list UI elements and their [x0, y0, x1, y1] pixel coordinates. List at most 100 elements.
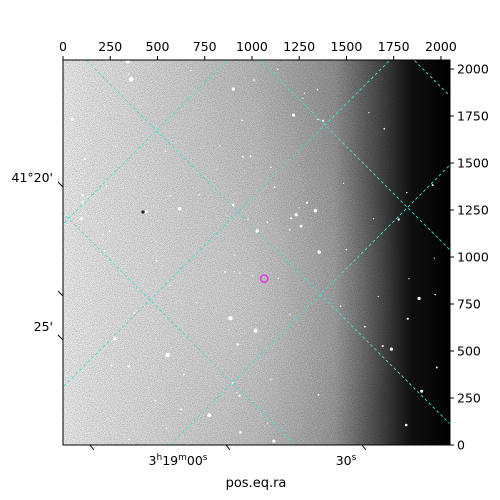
star: [383, 127, 386, 130]
star: [294, 213, 298, 217]
star: [321, 119, 325, 122]
star: [247, 218, 249, 221]
top-axis-tick-label: 1500: [331, 39, 363, 54]
star: [127, 73, 129, 75]
star: [165, 427, 167, 429]
right-axis-tick-label: 250: [457, 391, 481, 406]
star: [114, 145, 117, 147]
star: [134, 176, 136, 178]
star: [111, 339, 113, 342]
star: [266, 422, 269, 424]
star: [241, 155, 244, 158]
star: [303, 92, 306, 94]
star: [316, 88, 319, 91]
dec-tick-label-1: 25': [34, 319, 53, 334]
star: [270, 378, 272, 381]
x-axis-title: pos.eq.ra: [226, 476, 287, 491]
star: [177, 206, 182, 211]
star: [139, 262, 142, 264]
star: [249, 155, 252, 158]
star: [182, 373, 185, 376]
star: [128, 76, 134, 82]
ra-tick-label-0: 3h19m00s: [149, 453, 208, 468]
star: [406, 317, 409, 320]
star: [180, 408, 183, 411]
star: [233, 254, 236, 256]
star: [252, 275, 254, 277]
ra-grid-line: [85, 60, 450, 425]
star: [128, 438, 130, 441]
star: [228, 316, 233, 321]
star: [156, 260, 158, 262]
star: [317, 118, 319, 121]
ra-grid-line: [63, 212, 296, 445]
top-axis-tick-label: 2000: [425, 39, 457, 54]
star: [241, 119, 243, 122]
star: [270, 166, 272, 169]
pixel-axis-top: 0 250 500 750 1000 1250 1500 1750 2000: [59, 39, 457, 60]
top-axis-tick-label: 0: [59, 39, 67, 54]
star: [273, 186, 276, 189]
star: [81, 194, 84, 197]
ra-tick-label-1: 30s: [336, 453, 357, 468]
top-axis-tick-label: 1750: [378, 39, 410, 54]
pixel-axis-right: 0 250 500 750 1000 1250 1500 1750 2000: [450, 62, 489, 453]
star: [108, 230, 111, 232]
star: [404, 423, 408, 427]
sky-image: [60, 60, 450, 500]
star: [233, 270, 236, 273]
right-axis-tick-label: 2000: [457, 62, 489, 77]
star: [125, 60, 130, 64]
star: [364, 325, 366, 328]
star: [103, 250, 106, 252]
star: [87, 196, 89, 198]
coordinate-grid: [63, 60, 450, 445]
star: [397, 218, 400, 221]
star: [298, 207, 300, 209]
star: [83, 157, 87, 160]
dec-tick-label-0: 41°20': [12, 170, 54, 185]
star: [289, 313, 291, 316]
star: [67, 153, 69, 156]
star: [113, 337, 117, 341]
star: [389, 347, 393, 351]
star: [266, 221, 269, 224]
star: [313, 208, 318, 213]
star: [276, 68, 279, 71]
dec-grid-line: [169, 164, 450, 445]
star: [133, 312, 136, 315]
star: [290, 217, 293, 220]
top-axis-tick-label: 250: [98, 39, 122, 54]
star: [228, 329, 230, 331]
star: [224, 270, 227, 273]
plot-frame: [62, 59, 451, 446]
ra-axis-bottom: 3h19m00s 30s pos.eq.ra: [89, 444, 367, 491]
star: [377, 295, 379, 298]
star: [219, 145, 221, 147]
star: [236, 343, 239, 346]
top-axis-tick-label: 750: [193, 39, 217, 54]
star: [198, 194, 200, 196]
star: [434, 293, 437, 296]
star: [372, 218, 375, 220]
star: [69, 178, 72, 180]
star: [93, 114, 96, 117]
star: [231, 87, 236, 91]
star: [305, 201, 309, 204]
right-axis-tick-label: 750: [457, 297, 481, 312]
right-axis-tick-label: 1000: [457, 250, 489, 265]
star: [417, 296, 421, 301]
right-axis-tick-label: 1250: [457, 203, 489, 218]
star: [127, 365, 131, 368]
top-axis-tick-label: 500: [146, 39, 170, 54]
star: [368, 112, 370, 114]
star: [381, 344, 384, 348]
star: [253, 328, 258, 333]
star: [70, 117, 74, 122]
star: [302, 97, 304, 99]
star: [79, 217, 83, 221]
star: [239, 431, 242, 434]
star: [154, 399, 157, 402]
star: [164, 150, 166, 152]
star: [420, 389, 424, 393]
